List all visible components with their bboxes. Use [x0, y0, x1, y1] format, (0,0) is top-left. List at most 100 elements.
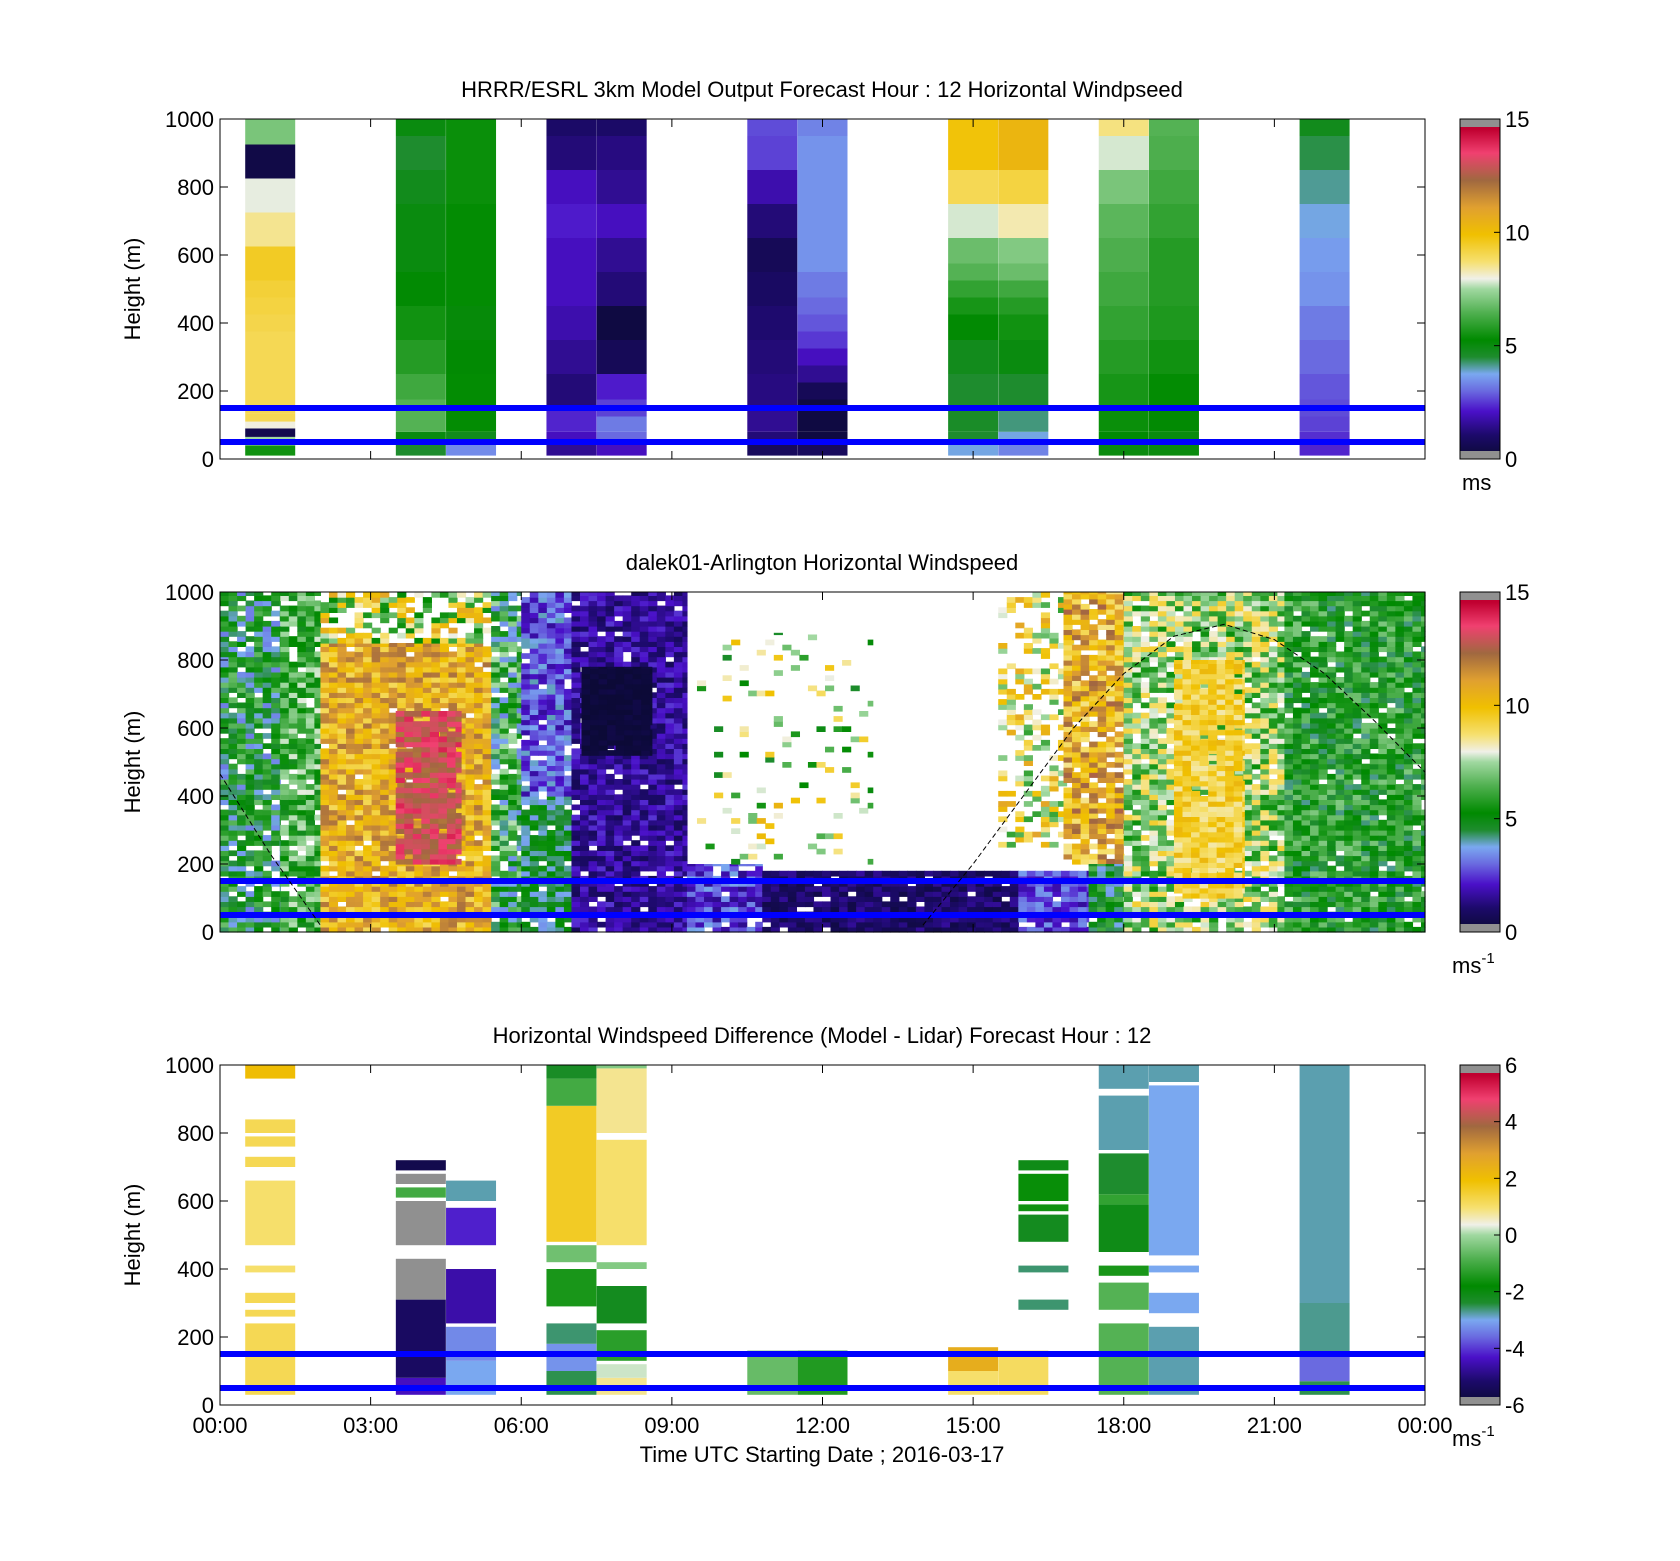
- heatmap-cell: [563, 699, 573, 705]
- heatmap-cell: [288, 753, 298, 760]
- heatmap-cell: [438, 716, 448, 722]
- heatmap-cell: [1023, 683, 1033, 690]
- heatmap-cell: [465, 677, 475, 683]
- heatmap-cell: [673, 763, 684, 770]
- heatmap-cell: [446, 767, 457, 773]
- heatmap-cell: [305, 722, 315, 729]
- heatmap-cell: [1299, 374, 1350, 400]
- heatmap-cell: [482, 717, 492, 724]
- heatmap-cell: [422, 682, 432, 688]
- heatmap-cell: [491, 855, 501, 862]
- heatmap-cell: [422, 891, 432, 897]
- heatmap-cell: [631, 784, 641, 790]
- heatmap-cell: [588, 620, 598, 627]
- heatmap-cell: [474, 697, 484, 704]
- heatmap-cell: [521, 835, 531, 841]
- heatmap-cell: [456, 707, 467, 714]
- heatmap-cell: [641, 699, 651, 705]
- heatmap-cell: [597, 891, 607, 897]
- heatmap-cell: [1015, 678, 1025, 685]
- heatmap-cell: [499, 748, 509, 755]
- heatmap-cell: [656, 738, 666, 744]
- heatmap-cell: [614, 794, 624, 800]
- heatmap-cell: [538, 916, 548, 923]
- heatmap-cell: [314, 682, 322, 688]
- heatmap-cell: [346, 707, 356, 714]
- heatmap-cell: [354, 768, 364, 775]
- heatmap-cell: [867, 858, 874, 865]
- heatmap-cell: [380, 779, 390, 785]
- heatmap-cell: [328, 671, 339, 678]
- heatmap-cell: [538, 653, 548, 659]
- heatmap-cell: [998, 683, 1008, 690]
- heatmap-cell: [948, 170, 999, 204]
- heatmap-cell: [521, 796, 531, 800]
- heatmap-cell: [673, 901, 684, 908]
- heatmap-cell: [346, 860, 356, 867]
- heatmap-cell: [228, 926, 238, 933]
- heatmap-cell: [465, 835, 475, 841]
- heatmap-cell: [328, 824, 339, 831]
- heatmap-cell: [656, 901, 666, 908]
- heatmap-cell: [546, 170, 597, 204]
- heatmap-cell: [890, 916, 900, 923]
- heatmap-cell: [747, 272, 798, 306]
- heatmap-cell: [363, 687, 373, 693]
- heatmap-cell: [521, 612, 531, 619]
- heatmap-cell: [563, 719, 573, 726]
- heatmap-cell: [563, 597, 573, 603]
- heatmap-cell: [546, 668, 556, 675]
- heatmap-cell: [538, 734, 548, 741]
- heatmap-cell: [328, 855, 339, 862]
- heatmap-cell: [641, 666, 651, 670]
- heatmap-cell: [516, 605, 522, 612]
- heatmap-cell: [1023, 678, 1033, 685]
- heatmap-cell: [271, 595, 281, 602]
- heatmap-cell: [649, 714, 653, 721]
- heatmap-cell: [656, 682, 666, 688]
- heatmap-cell: [555, 860, 565, 867]
- heatmap-cell: [429, 782, 440, 789]
- heatmap-cell: [563, 643, 573, 649]
- heatmap-cell: [622, 804, 632, 811]
- heatmap-cell: [890, 901, 900, 908]
- heatmap-cell: [588, 753, 598, 760]
- heatmap-cell: [516, 651, 522, 658]
- heatmap-cell: [254, 656, 264, 663]
- heatmap-cell: [220, 692, 230, 698]
- heatmap-cell: [579, 814, 590, 821]
- heatmap-cell: [1040, 668, 1051, 675]
- heatmap-cell: [499, 809, 509, 816]
- heatmap-cell: [529, 916, 539, 923]
- heatmap-cell: [607, 734, 617, 741]
- heatmap-cell: [665, 814, 675, 821]
- heatmap-cell: [516, 692, 522, 698]
- heatmap-cell: [787, 870, 797, 877]
- heatmap-cell: [588, 626, 598, 632]
- heatmap-cell: [597, 865, 607, 872]
- heatmap-cell: [371, 773, 381, 780]
- heatmap-cell: [1078, 921, 1088, 928]
- heatmap-cell: [1023, 739, 1033, 746]
- heatmap-cell: [320, 697, 330, 704]
- heatmap-cell: [546, 765, 556, 772]
- heatmap-cell: [297, 814, 307, 821]
- heatmap-cell: [597, 901, 607, 908]
- heatmap-cell: [1299, 204, 1350, 238]
- heatmap-cell: [474, 702, 484, 709]
- heatmap-cell: [739, 665, 749, 671]
- heatmap-cell: [371, 814, 381, 821]
- heatmap-cell: [328, 901, 339, 908]
- heatmap-cell: [1040, 688, 1051, 695]
- heatmap-cell: [314, 768, 322, 775]
- heatmap-cell: [431, 592, 441, 598]
- heatmap-cell: [280, 855, 290, 862]
- heatmap-cell: [380, 643, 390, 647]
- heatmap-cell: [439, 906, 450, 913]
- heatmap-cell: [456, 779, 467, 785]
- heatmap-cell: [465, 830, 475, 836]
- heatmap-cell: [998, 841, 1008, 848]
- heatmap-cell: [245, 656, 255, 663]
- heatmap-cell: [958, 870, 968, 877]
- heatmap-cell: [998, 408, 1049, 432]
